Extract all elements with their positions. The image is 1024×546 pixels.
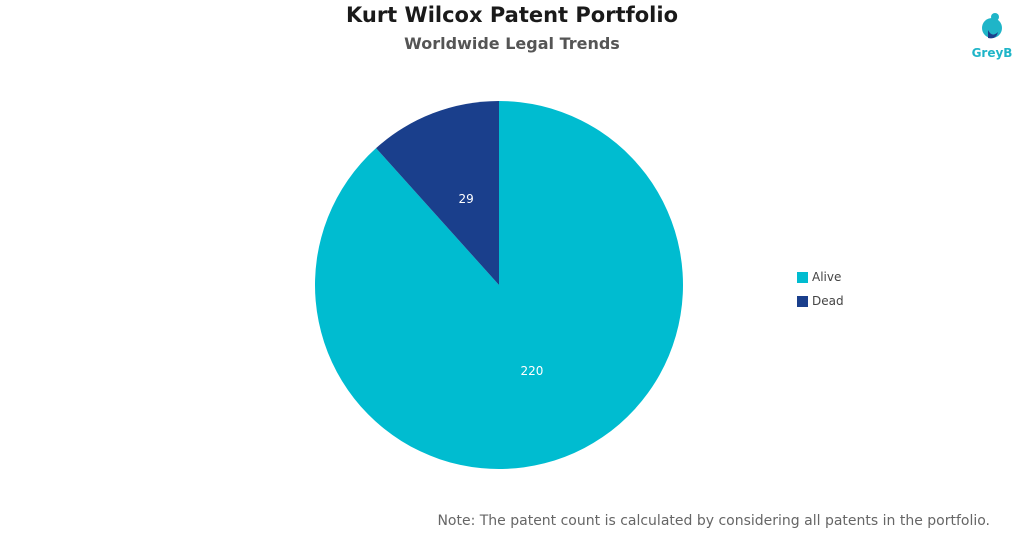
footnote: Note: The patent count is calculated by … xyxy=(437,513,990,529)
data-label-dead: 29 xyxy=(458,192,473,206)
legend-label-alive: Alive xyxy=(812,270,842,284)
chart-title: Kurt Wilcox Patent Portfolio xyxy=(345,3,679,27)
legend: Alive Dead xyxy=(797,265,844,313)
logo-text: GreyB xyxy=(971,46,1013,60)
chart-subtitle: Worldwide Legal Trends xyxy=(404,34,620,53)
data-label-alive: 220 xyxy=(520,364,543,378)
pie-slice-alive[interactable] xyxy=(314,101,683,469)
greyb-logo-icon xyxy=(982,13,1002,39)
greyb-logo: GreyB xyxy=(966,10,1018,66)
legend-item-alive[interactable]: Alive xyxy=(797,265,844,289)
legend-item-dead[interactable]: Dead xyxy=(797,289,844,313)
legend-label-dead: Dead xyxy=(812,294,844,308)
pie-slice-dead[interactable] xyxy=(376,101,499,285)
legend-swatch-dead xyxy=(797,295,808,307)
legend-swatch-alive xyxy=(797,271,808,283)
